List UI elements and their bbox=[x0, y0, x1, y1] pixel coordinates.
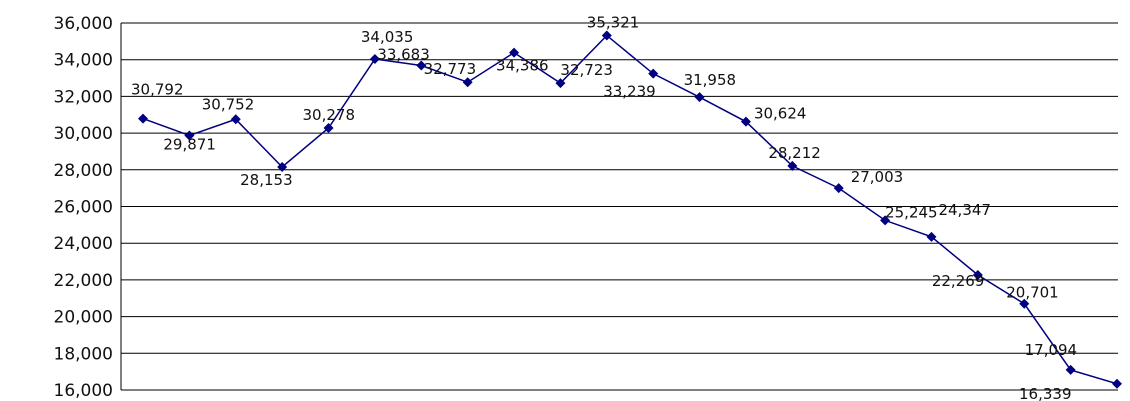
data-point bbox=[694, 92, 705, 103]
data-point bbox=[601, 30, 612, 41]
data-point bbox=[555, 78, 566, 89]
data-point bbox=[184, 130, 195, 141]
data-point bbox=[323, 122, 334, 133]
data-point bbox=[416, 60, 427, 71]
data-label: 33,239 bbox=[603, 83, 656, 101]
data-label: 30,278 bbox=[303, 106, 356, 124]
data-label: 31,958 bbox=[684, 71, 737, 89]
data-label: 16,339 bbox=[1019, 385, 1072, 401]
y-tick-label: 30,000 bbox=[54, 124, 113, 144]
data-point bbox=[926, 231, 937, 242]
data-label: 27,003 bbox=[851, 168, 904, 186]
data-point bbox=[787, 160, 798, 171]
data-label: 17,094 bbox=[1025, 341, 1078, 359]
y-tick-label: 34,000 bbox=[54, 51, 113, 71]
data-point bbox=[880, 215, 891, 226]
y-tick-label: 20,000 bbox=[54, 308, 113, 328]
data-label: 33,683 bbox=[377, 46, 430, 64]
data-label: 30,752 bbox=[202, 95, 255, 113]
y-tick-label: 24,000 bbox=[54, 234, 113, 254]
data-point bbox=[740, 116, 751, 127]
y-tick-label: 18,000 bbox=[54, 344, 113, 364]
data-markers bbox=[138, 30, 1122, 389]
y-tick-label: 32,000 bbox=[54, 87, 113, 107]
data-label: 20,701 bbox=[1006, 284, 1058, 302]
data-label: 30,792 bbox=[131, 81, 184, 99]
y-tick-label: 36,000 bbox=[54, 14, 113, 34]
data-label: 32,773 bbox=[424, 60, 477, 78]
data-label: 22,269 bbox=[932, 272, 985, 290]
data-label: 35,321 bbox=[587, 13, 640, 31]
data-point bbox=[1112, 378, 1122, 389]
data-point bbox=[138, 113, 148, 124]
data-point bbox=[369, 54, 380, 65]
data-label: 34,035 bbox=[361, 28, 414, 46]
data-label: 25,245 bbox=[885, 203, 938, 221]
data-point bbox=[833, 183, 844, 194]
data-label: 24,347 bbox=[938, 201, 991, 219]
data-label: 34,386 bbox=[496, 57, 549, 75]
y-tick-label: 26,000 bbox=[54, 198, 113, 218]
data-point bbox=[277, 161, 288, 172]
data-point bbox=[230, 114, 241, 125]
data-label: 30,624 bbox=[754, 105, 807, 123]
data-label: 32,723 bbox=[560, 61, 613, 79]
y-tick-label: 28,000 bbox=[54, 161, 113, 181]
y-tick-label: 22,000 bbox=[54, 271, 113, 291]
data-point bbox=[972, 269, 983, 280]
data-labels: 30,792 29,871 30,752 28,153 30,278 34,03533,6… bbox=[131, 13, 1077, 401]
series-line bbox=[142, 34, 1118, 385]
data-point bbox=[509, 47, 520, 58]
data-label: 28,212 bbox=[768, 144, 821, 162]
gridlines bbox=[120, 22, 1118, 391]
y-tick-label: 16,000 bbox=[54, 381, 113, 401]
y-axis-tick-labels: 16,000 18,000 20,000 22,000 24,000 26,000 28,0… bbox=[54, 14, 113, 401]
data-point bbox=[1019, 298, 1030, 309]
data-point bbox=[462, 77, 473, 88]
data-label: 28,153 bbox=[240, 171, 293, 189]
data-label: 29,871 bbox=[163, 135, 216, 153]
data-point bbox=[1065, 364, 1076, 375]
data-point bbox=[648, 68, 659, 79]
